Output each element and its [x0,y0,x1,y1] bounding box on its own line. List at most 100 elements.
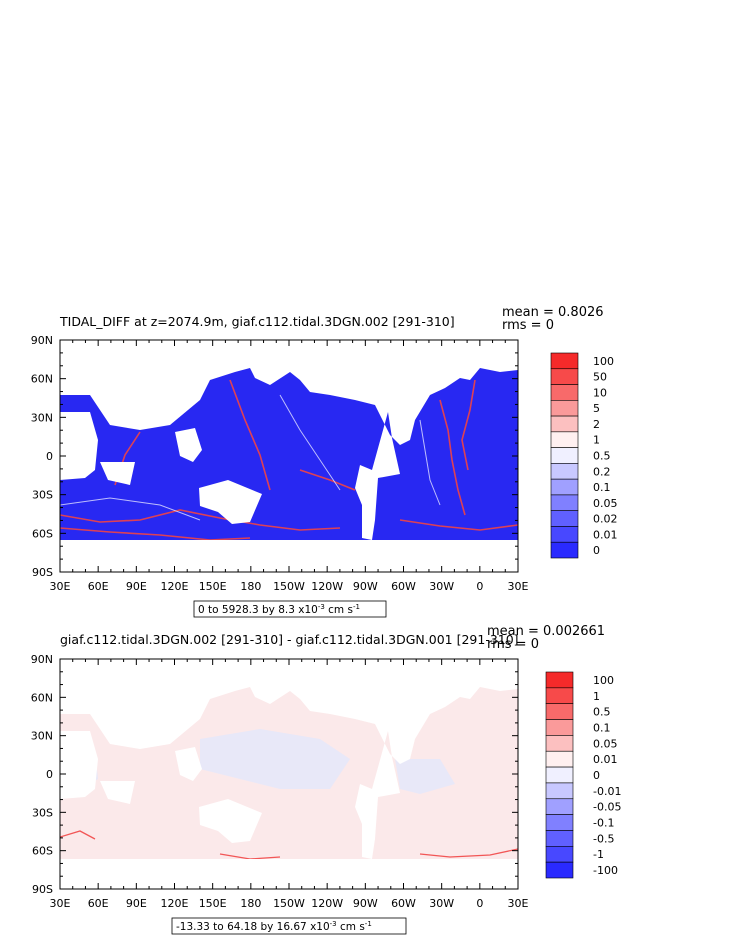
svg-text:0 to 5928.3 by 8.3 x10-3 cm s-: 0 to 5928.3 by 8.3 x10-3 cm s-1 [198,603,360,616]
x-tick-label: 90E [126,897,147,910]
top-range-exp: -3 [318,603,325,611]
colorbar-swatch [550,431,579,448]
colorbar-swatch [545,671,574,689]
bottom-range-unit: cm s [337,921,365,933]
colorbar-swatch [550,510,579,527]
bottom-axes: 30E 60E 90E 120E 150E 180 150W 120W 90W 60W 30W 0 30… [31,653,529,910]
colorbar-swatch [550,541,579,559]
bottom-map-field [60,659,518,889]
top-range-unit: cm s [325,604,353,616]
colorbar-swatch [545,830,574,847]
y-tick-label: 90N [31,653,53,666]
y-tick-label: 60S [32,527,53,540]
colorbar-label: 100 [593,674,614,687]
colorbar-swatch [545,766,574,784]
colorbar-swatch [550,352,579,370]
x-tick-label: 30W [429,897,454,910]
colorbar-label: 100 [593,355,614,368]
top-range-box: 0 to 5928.3 by 8.3 x10-3 cm s-1 [193,600,387,618]
colorbar-label: 0 [593,769,600,782]
colorbar-label: 1 [593,434,600,447]
colorbar-label: 0.01 [593,528,618,541]
colorbar-label: 0.05 [593,737,618,750]
bottom-chart-rms: rms = 0 [487,637,539,652]
y-tick-label: 60N [31,373,53,386]
colorbar-label: -0.05 [593,801,621,814]
y-tick-label: 90S [32,566,53,579]
y-tick-label: 60N [31,691,53,704]
y-tick-label: 30N [31,730,53,743]
x-tick-label: 120E [161,580,189,593]
y-tick-label: 90N [31,334,53,347]
x-tick-label: 120E [161,897,189,910]
bottom-colorbar: 100 1 0.5 0.1 0.05 0.01 0 -0.01 -0.05 -0.1 -0.5 -1 -… [545,671,621,879]
colorbar-label: -0.5 [593,832,614,845]
colorbar-label: 2 [593,418,600,431]
colorbar-swatch [545,687,574,704]
x-tick-label: 30W [429,580,454,593]
y-tick-label: 0 [46,768,53,781]
colorbar-swatch [550,415,579,433]
bottom-chart-title: giaf.c112.tidal.3DGN.002 [291-310] - gia… [60,632,519,647]
bottom-range-box: -13.33 to 64.18 by 16.67 x10-3 cm s-1 [171,917,407,935]
bottom-range-exp: -3 [330,920,337,928]
colorbar-swatch [550,526,579,543]
x-tick-label: 30E [50,897,71,910]
colorbar-swatch [550,463,579,480]
x-tick-label: 60W [391,897,416,910]
colorbar-swatch [550,494,579,511]
colorbar-swatch [545,782,574,800]
top-range-unit-exp: -1 [353,603,360,611]
colorbar-label: 0.1 [593,721,611,734]
y-tick-label: 30S [32,806,53,819]
colorbar-label: 0.05 [593,497,618,510]
y-tick-label: 0 [46,450,53,463]
colorbar-swatch [550,368,579,385]
x-tick-label: 30E [508,897,529,910]
colorbar-swatch [545,798,574,815]
y-tick-label: 30S [32,489,53,502]
colorbar-swatch [550,384,579,401]
colorbar-swatch [545,735,574,752]
colorbar-label: 0.1 [593,481,611,494]
colorbar-swatch [545,750,574,768]
x-tick-label: 30E [50,580,71,593]
colorbar-swatch [545,703,574,720]
colorbar-swatch [550,447,579,464]
colorbar-label: -0.01 [593,785,621,798]
x-tick-label: 120W [311,897,343,910]
x-tick-label: 180 [240,897,261,910]
colorbar-swatch [545,719,574,736]
y-tick-label: 30N [31,411,53,424]
x-tick-label: 90E [126,580,147,593]
x-tick-label: 150W [273,580,305,593]
x-tick-label: 30E [508,580,529,593]
top-chart: TIDAL_DIFF at z=2074.9m, giaf.c112.tidal… [31,305,618,618]
colorbar-label: -100 [593,864,618,877]
colorbar-label: 0 [593,544,600,557]
x-tick-label: 0 [476,897,483,910]
top-colorbar: 100 50 10 5 2 1 0.5 0.2 0.1 0.05 0.02 0.01 0 [550,352,618,559]
colorbar-label: 0.02 [593,513,618,526]
colorbar-label: 50 [593,371,607,384]
bottom-range-unit-exp: -1 [365,920,372,928]
y-tick-label: 90S [32,883,53,896]
x-tick-label: 120W [311,580,343,593]
colorbar-swatch [545,846,574,863]
bottom-chart-mean: mean = 0.002661 [487,624,605,639]
colorbar-swatch [550,400,579,417]
bottom-range-text: -13.33 to 64.18 by 16.67 x10 [176,921,330,933]
svg-text:-13.33 to 64.18 by 16.67 x10-3: -13.33 to 64.18 by 16.67 x10-3 cm s-1 [176,920,372,933]
bottom-chart: giaf.c112.tidal.3DGN.002 [291-310] - gia… [31,624,621,935]
x-tick-label: 60W [391,580,416,593]
x-tick-label: 90W [353,897,378,910]
colorbar-label: 1 [593,690,600,703]
x-tick-label: 60E [88,897,109,910]
x-tick-label: 60E [88,580,109,593]
top-map-field [60,340,518,572]
y-tick-label: 60S [32,845,53,858]
top-axes: 30E 60E 90E 120E 150E 180 150W 120W 90W 60W 30W 0 30… [31,334,529,593]
x-tick-label: 150E [199,897,227,910]
colorbar-label: 0.2 [593,465,611,478]
colorbar-swatch [545,861,574,879]
